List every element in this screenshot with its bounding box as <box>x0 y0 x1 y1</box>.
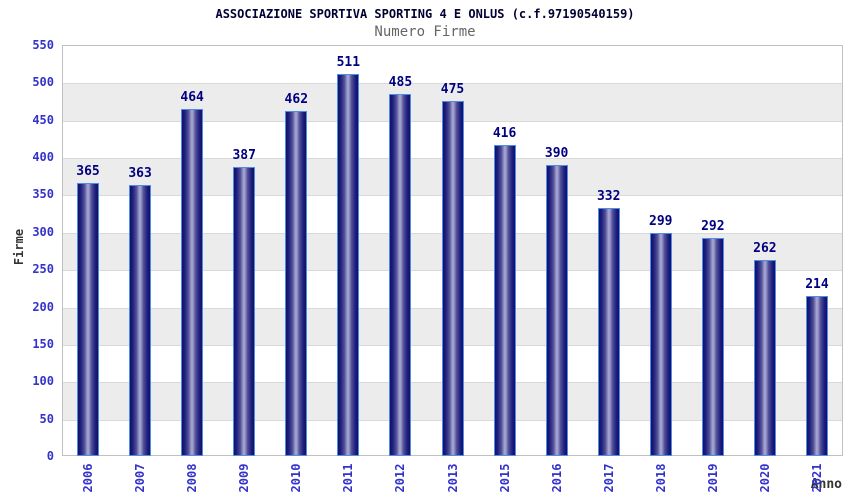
bar-value-label: 214 <box>805 277 829 293</box>
bar <box>337 74 360 456</box>
bar <box>233 166 256 456</box>
x-axis-tick-label: 2012 <box>393 463 408 493</box>
y-axis-tick-label: 100 <box>32 374 54 389</box>
x-axis-tick-label: 2017 <box>601 463 616 493</box>
bar-value-label: 363 <box>128 165 152 181</box>
x-axis-tick-label: 2008 <box>185 463 200 493</box>
x-axis-tick-label: 2011 <box>341 463 356 493</box>
x-axis-tick-label: 2015 <box>497 463 512 493</box>
bar <box>285 110 308 456</box>
bar-value-label: 511 <box>336 55 361 71</box>
x-axis-tick-label: 2016 <box>549 463 564 493</box>
x-axis-tick-label: 2019 <box>705 463 720 493</box>
y-axis-tick-label: 350 <box>32 187 54 202</box>
y-axis-tick-label: 200 <box>32 299 54 314</box>
x-axis-tick-label: 2013 <box>445 463 460 493</box>
bar <box>545 164 568 456</box>
bar <box>753 260 776 456</box>
bar <box>77 183 100 456</box>
bar-value-label: 365 <box>76 164 100 180</box>
y-axis-tick-label: 0 <box>46 449 54 463</box>
bar-value-label: 299 <box>649 213 673 229</box>
x-axis-tick-label: 2006 <box>81 463 96 493</box>
bar <box>389 93 412 456</box>
x-axis-tick-label: 2020 <box>757 463 772 493</box>
bar <box>493 145 516 456</box>
x-axis-tick-label: 2009 <box>237 463 252 493</box>
y-axis-tick-label: 150 <box>32 336 54 351</box>
x-axis-tick-label: 2018 <box>653 463 668 493</box>
bar-value-label: 332 <box>596 188 621 204</box>
bar-value-label: 485 <box>388 74 413 90</box>
bar <box>805 296 828 456</box>
x-axis-tick-label: 2010 <box>289 463 304 493</box>
x-axis-tick-label: 2021 <box>809 463 824 493</box>
bar-value-label: 292 <box>701 218 725 234</box>
chart-subtitle: Numero Firme <box>374 24 476 40</box>
bar <box>129 184 152 456</box>
y-axis-tick-label: 50 <box>39 411 54 426</box>
chart-title: ASSOCIAZIONE SPORTIVA SPORTING 4 E ONLUS… <box>215 7 635 21</box>
gridline <box>63 83 842 85</box>
y-axis-tick-label: 300 <box>32 224 54 239</box>
bar-value-label: 387 <box>232 147 256 163</box>
y-axis-tick-label: 550 <box>32 38 54 52</box>
y-axis-tick-label: 500 <box>32 75 54 90</box>
bar-value-label: 390 <box>544 145 569 161</box>
bar-value-label: 464 <box>180 90 204 106</box>
bar <box>701 237 724 456</box>
bar-value-label: 462 <box>284 91 309 107</box>
y-axis-tick-label: 400 <box>32 150 54 165</box>
bar <box>181 109 204 456</box>
bar-value-label: 262 <box>753 241 777 257</box>
bar <box>597 207 620 456</box>
y-axis-tick-label: 450 <box>32 112 54 127</box>
bar <box>649 232 672 456</box>
bar-value-label: 416 <box>492 126 517 142</box>
bar-value-label: 475 <box>440 82 465 98</box>
bar <box>441 101 464 456</box>
y-axis-tick-label: 250 <box>32 262 54 277</box>
x-axis-tick-label: 2007 <box>133 463 148 493</box>
x-axis-title: Anno <box>810 477 842 492</box>
